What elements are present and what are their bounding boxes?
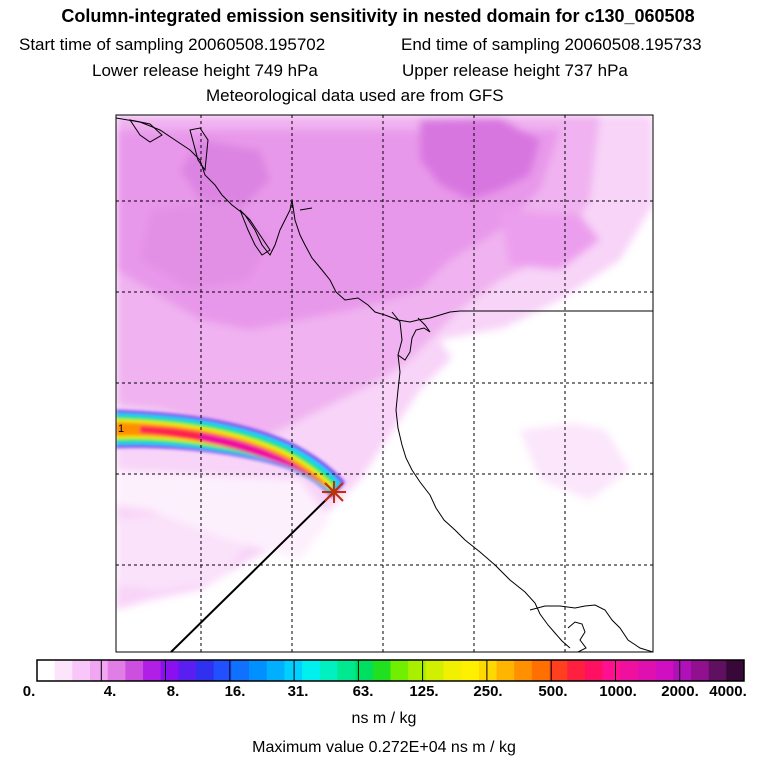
colorbar-tick-label: 4000.	[709, 683, 747, 700]
colorbar-tick-label: 250.	[473, 683, 503, 700]
release-point-marker	[322, 481, 346, 503]
colorbar-swatch	[302, 660, 321, 681]
colorbar-swatch	[690, 660, 710, 681]
colorbar-swatch	[196, 660, 215, 681]
colorbar-units: ns m / kg	[351, 710, 417, 727]
colorbar-swatch	[266, 660, 285, 681]
colorbar-frame	[36, 659, 745, 682]
colorbar-swatch	[461, 660, 480, 681]
colorbar-swatch	[284, 660, 303, 681]
colorbar-tick-label: 63.	[352, 683, 374, 700]
colorbar-swatch	[390, 660, 409, 681]
colorbar-swatch	[408, 660, 427, 681]
sampling-end-time: End time of sampling 20060508.195733	[401, 35, 702, 54]
coastline	[116, 117, 653, 652]
colorbar-tick-label: 31.	[287, 683, 309, 700]
colorbar-swatch	[337, 660, 356, 681]
colorbar-swatch	[584, 660, 604, 681]
colorbar-swatch	[249, 660, 268, 681]
colorbar-swatch	[425, 660, 445, 681]
colorbar-swatch	[213, 660, 232, 681]
sensitivity-field	[116, 115, 653, 652]
colorbar-swatch	[443, 660, 462, 681]
colorbar-swatch	[602, 660, 621, 681]
colorbar-swatch	[355, 660, 374, 681]
map-title: Column-integrated emission sensitivity i…	[61, 6, 695, 26]
colorbar-swatch	[496, 660, 515, 681]
upper-release-height: Upper release height 737 hPa	[402, 61, 628, 80]
colorbar-tick-label: 1000.	[599, 683, 637, 700]
colorbar-swatch	[531, 660, 551, 681]
colorbar-swatch	[478, 660, 498, 681]
colorbar-swatch	[231, 660, 250, 681]
colorbar-tick-label: 16.	[224, 683, 246, 700]
colorbar-swatch	[708, 660, 727, 681]
colorbar-swatch	[637, 660, 657, 681]
plot-frame	[115, 114, 654, 653]
colorbar-swatch	[655, 660, 674, 681]
colorbar-tick-label: 4.	[103, 683, 117, 700]
colorbar-swatch	[620, 660, 639, 681]
colorbar-swatch	[178, 660, 197, 681]
colorbar-swatch	[673, 660, 692, 681]
meteorological-source: Meteorological data used are from GFS	[206, 86, 504, 105]
colorbar-tick-label: 0.	[22, 683, 36, 700]
colorbar-tick-label: 500.	[538, 683, 568, 700]
colorbar-swatch	[107, 660, 126, 681]
colorbar-swatch	[372, 660, 391, 681]
colorbar-swatch	[90, 660, 109, 681]
colorbar-swatch	[319, 660, 338, 681]
sampling-start-time: Start time of sampling 20060508.195702	[19, 35, 326, 54]
colorbar-swatch	[72, 660, 91, 681]
colorbar-tick-label: 2000.	[661, 683, 699, 700]
colorbar-swatch	[160, 660, 179, 681]
colorbar-swatch	[726, 660, 745, 681]
flight-track	[170, 491, 335, 653]
colorbar-tick-label: 8.	[166, 683, 180, 700]
colorbar-swatch	[37, 660, 56, 681]
colorbar-swatch	[54, 660, 73, 681]
colorbar-swatch	[143, 660, 162, 681]
colorbar-swatch	[125, 660, 144, 681]
colorbar-swatch	[549, 660, 568, 681]
maximum-value: Maximum value 0.272E+04 ns m / kg	[252, 739, 516, 756]
colorbar	[37, 660, 745, 681]
colorbar-swatch	[514, 660, 533, 681]
colorbar-swatch	[567, 660, 586, 681]
colorbar-tick-label: 125.	[409, 683, 439, 700]
trajectory-label: 1	[118, 423, 124, 435]
lower-release-height: Lower release height 749 hPa	[92, 61, 318, 80]
